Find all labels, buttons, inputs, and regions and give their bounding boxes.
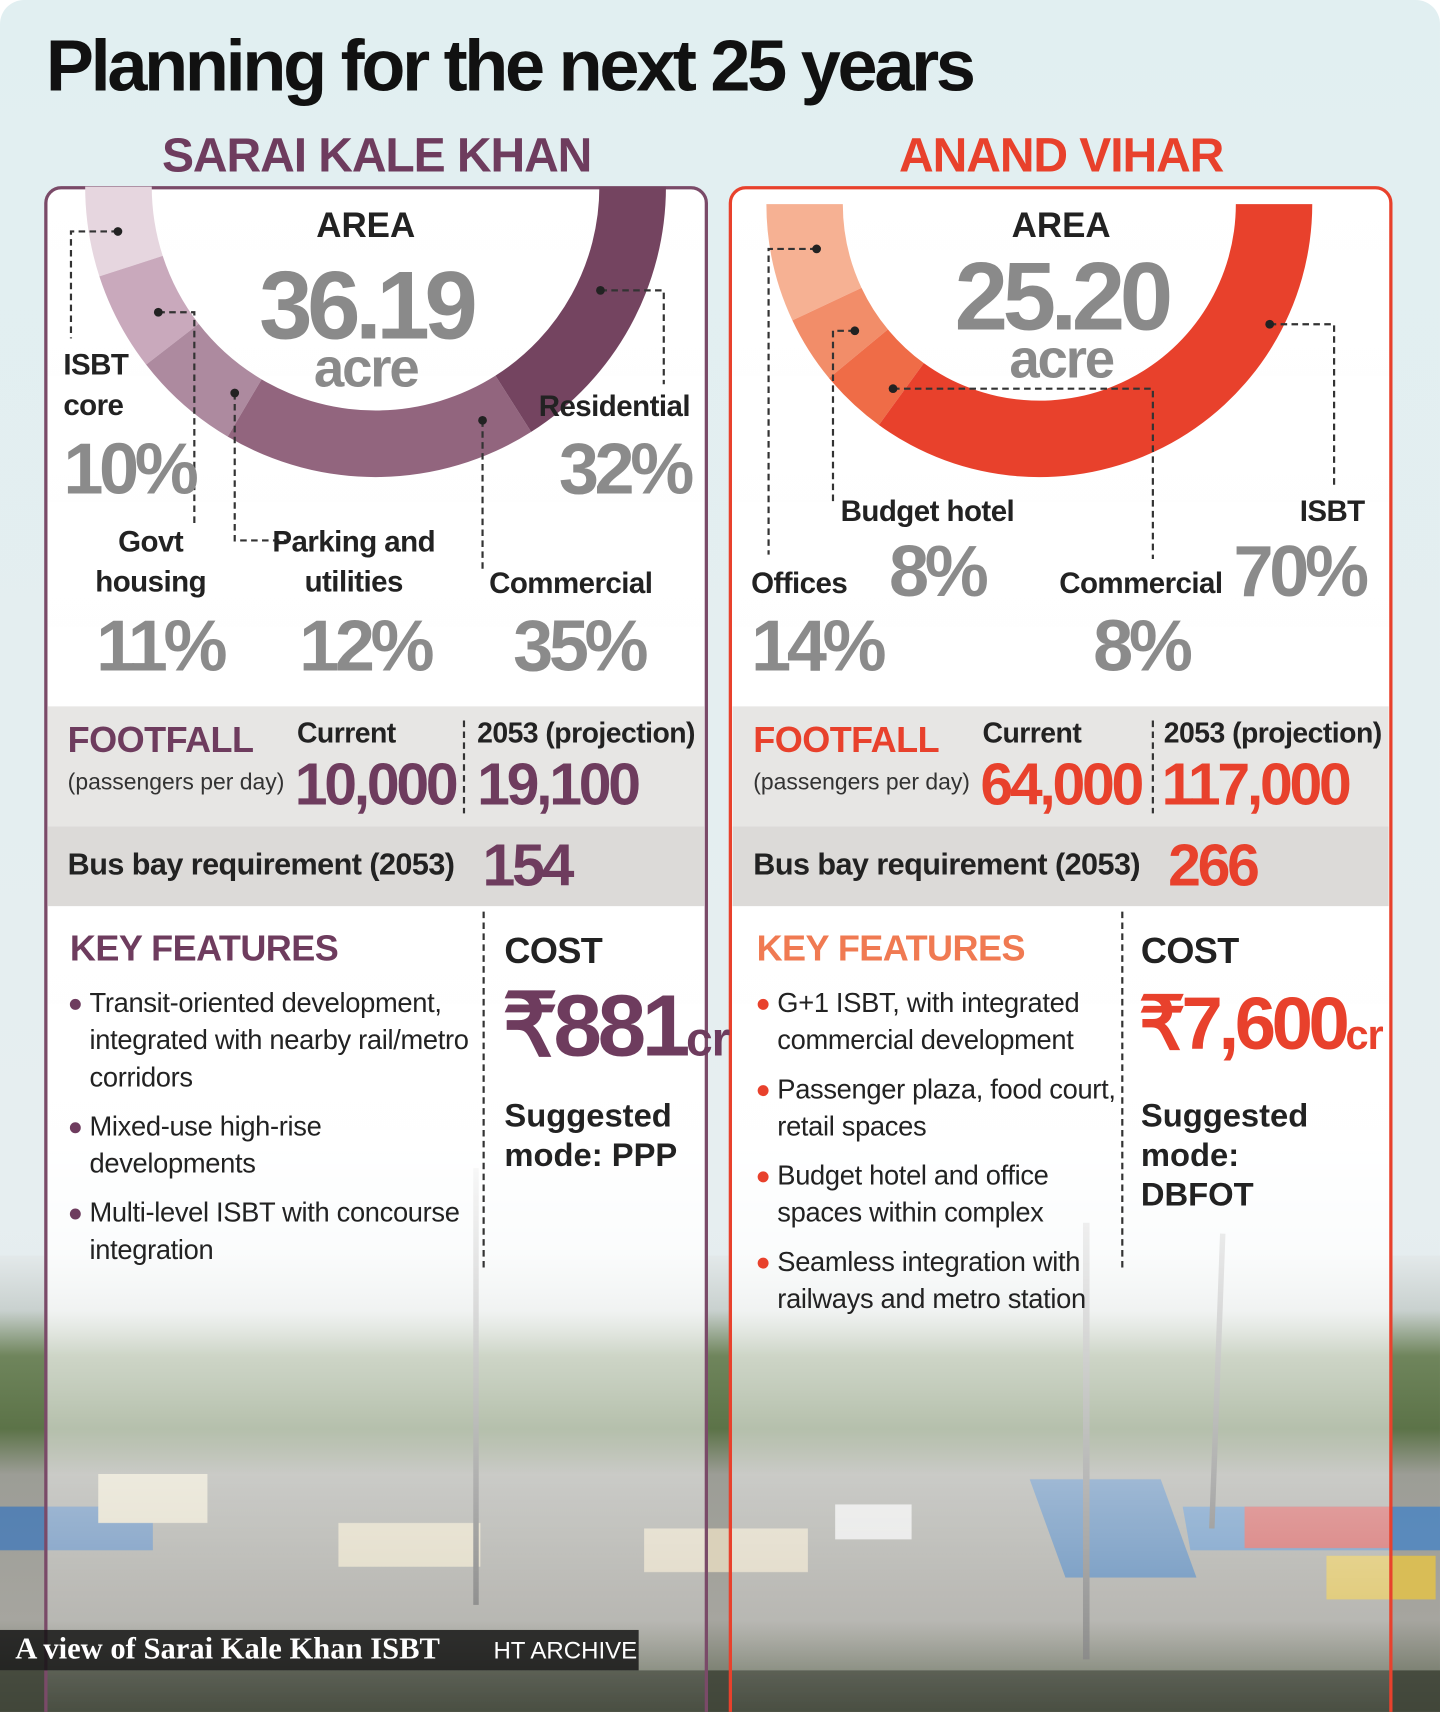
feature: Seamless integration with railways and m…: [755, 1243, 1115, 1317]
cost-title: COST: [504, 930, 603, 971]
current-label: Current: [296, 716, 396, 749]
segment-label: Govt housing: [95, 525, 207, 599]
cost-unit: cr: [686, 1013, 730, 1067]
footfall-label: FOOTFALL: [67, 719, 254, 760]
current-value: 10,000: [294, 752, 459, 818]
bus-bay-band: [48, 826, 705, 907]
segment-value: 14%: [751, 604, 886, 686]
features-title: KEY FEATURES: [756, 927, 1026, 969]
right-panel: [728, 186, 1393, 1712]
donut-segment: [227, 375, 532, 478]
credit: HT ARCHIVE: [493, 1636, 638, 1664]
cost-unit: cr: [1345, 1013, 1383, 1059]
projection-value: 19,100: [477, 752, 641, 818]
mode: Suggested mode: PPP: [504, 1098, 678, 1174]
donut-segment: [792, 287, 888, 379]
footfall-sub: (passengers per day): [753, 769, 970, 795]
projection-value: 117,000: [1161, 752, 1352, 818]
donut-segment: [146, 323, 262, 437]
segment-label: Residential: [538, 389, 691, 423]
segment-value: 32%: [558, 427, 694, 509]
bus-bay-value: 154: [482, 832, 575, 899]
caption-bar: [0, 1629, 639, 1671]
area-value: 25.20: [954, 242, 1174, 351]
projection-label: 2053 (projection): [1163, 716, 1382, 749]
cost-amount: ₹7,600: [1138, 982, 1350, 1066]
features-title: KEY FEATURES: [69, 927, 339, 969]
feature: Multi-level ISBT with concourse integrat…: [68, 1194, 472, 1268]
feature: G+1 ISBT, with integrated commercial dev…: [755, 985, 1115, 1059]
segment-label: Commercial: [489, 566, 653, 600]
donut-segment: [495, 186, 666, 432]
bus-bay-value: 266: [1168, 832, 1260, 899]
donut-segment: [99, 255, 199, 365]
feature-list: G+1 ISBT, with integrated commercial dev…: [755, 985, 1116, 1330]
donut-segment: [878, 204, 1313, 478]
mode: Suggested mode: DBFOT: [1140, 1098, 1309, 1213]
footfall-label: FOOTFALL: [753, 719, 940, 760]
leader-dots: [113, 227, 1275, 425]
projection-label: 2053 (projection): [477, 716, 695, 749]
feature-list: Transit-oriented development, integrated…: [68, 985, 472, 1281]
segment-label: ISBT: [1299, 494, 1366, 528]
donut-segment: [766, 204, 862, 321]
area-label: AREA: [1011, 205, 1111, 245]
feature: Passenger plaza, food court, retail spac…: [755, 1071, 1116, 1145]
footfall-band: [732, 706, 1389, 827]
segment-value: 8%: [1093, 604, 1193, 686]
caption: A view of Sarai Kale Khan ISBT: [15, 1632, 440, 1666]
panel-heading: ANAND VIHAR: [899, 128, 1224, 183]
bus-bay-label: Bus bay requirement (2053): [67, 847, 455, 882]
segment-label: Offices: [751, 566, 848, 600]
area-unit: acre: [1009, 328, 1115, 390]
segment-value: 10%: [63, 427, 198, 509]
segment-value: 8%: [888, 530, 989, 612]
feature: Mixed-use high-rise developments: [68, 1108, 472, 1182]
segment-value: 11%: [96, 604, 228, 686]
bus-bay-label: Bus bay requirement (2053): [753, 847, 1141, 882]
donut-segment: [85, 186, 163, 277]
segment-label: Parking and utilities: [272, 525, 436, 599]
footfall-sub: (passengers per day): [67, 769, 285, 795]
segment-value: 35%: [513, 604, 648, 686]
donut-segment: [829, 329, 924, 425]
segment-label: Commercial: [1059, 566, 1223, 600]
area-unit: acre: [313, 337, 420, 399]
title: Planning for the next 25 years: [45, 25, 976, 106]
current-value: 64,000: [980, 752, 1144, 818]
current-label: Current: [982, 716, 1082, 749]
panel-heading: SARAI KALE KHAN: [161, 128, 592, 183]
donuts: [85, 186, 1313, 478]
area-value: 36.19: [259, 251, 478, 360]
segment-value: 12%: [299, 604, 434, 686]
cost-title: COST: [1140, 930, 1239, 971]
segment-value: 70%: [1233, 530, 1369, 612]
feature: Transit-oriented development, integrated…: [68, 985, 472, 1096]
segment-label: Budget hotel: [840, 494, 1015, 528]
left-panel: [44, 186, 708, 1712]
bus-bay-band: [732, 826, 1389, 907]
cost-value: ₹881cr: [502, 982, 730, 1070]
footfall-band: [48, 706, 705, 827]
cost-amount: ₹881: [502, 977, 690, 1075]
cost-value: ₹7,600cr: [1139, 987, 1384, 1061]
feature: Budget hotel and office spaces within co…: [755, 1157, 1115, 1231]
segment-label: ISBT core: [63, 348, 129, 422]
area-label: AREA: [316, 205, 416, 245]
leader-lines: [69, 230, 1336, 1272]
